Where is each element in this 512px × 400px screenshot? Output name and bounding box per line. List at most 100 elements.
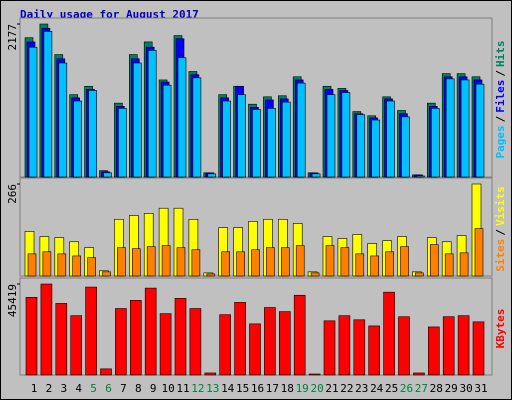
bar <box>413 372 425 376</box>
x-tick-label: 4 <box>75 382 82 395</box>
bar <box>308 373 321 376</box>
legend: Pages / Files / Hits <box>494 41 507 159</box>
bar <box>236 251 245 277</box>
bar <box>415 272 424 277</box>
bar <box>102 271 111 277</box>
bar <box>189 308 202 376</box>
x-tick-label: 31 <box>474 382 487 395</box>
bar <box>43 31 53 178</box>
bar <box>340 247 350 277</box>
bar <box>144 287 157 376</box>
bar <box>353 319 366 376</box>
bar <box>147 50 157 178</box>
bar <box>133 62 142 178</box>
x-tick-label: 3 <box>60 382 67 395</box>
bar <box>103 172 112 178</box>
bar <box>429 244 439 277</box>
bar <box>87 257 96 277</box>
bar <box>472 321 485 376</box>
legend-entry: Pages <box>494 125 507 158</box>
x-tick-label: 10 <box>161 382 174 395</box>
bar <box>146 246 156 277</box>
bar <box>72 255 81 277</box>
x-tick-label: 9 <box>150 382 157 395</box>
x-tick-label: 2 <box>46 382 53 395</box>
x-tick-label: 16 <box>251 382 264 395</box>
bar <box>115 308 127 376</box>
bar <box>25 296 38 376</box>
bar <box>457 315 470 376</box>
bar <box>174 298 187 376</box>
x-tick-label: 21 <box>325 382 338 395</box>
x-tick-label: 24 <box>370 382 384 395</box>
bar <box>40 283 53 376</box>
bar <box>341 92 351 178</box>
x-tick-label: 28 <box>430 382 443 395</box>
bar <box>278 311 291 376</box>
bar <box>55 303 68 376</box>
x-tick-label: 13 <box>206 382 219 395</box>
bar <box>368 325 381 376</box>
bar <box>73 100 82 178</box>
bar <box>474 228 484 277</box>
legend-separator: / <box>494 70 507 77</box>
bar <box>416 175 425 178</box>
bar <box>58 62 68 178</box>
legend-entry: Hits <box>494 41 507 68</box>
legend-separator: / <box>494 229 507 236</box>
x-tick-label: 5 <box>90 382 97 395</box>
bar <box>219 314 231 376</box>
bar <box>264 307 276 376</box>
x-tick-label: 8 <box>135 382 142 395</box>
bar <box>325 245 335 277</box>
bar <box>266 247 275 277</box>
bar <box>27 253 37 277</box>
bar <box>323 320 336 376</box>
bar <box>460 79 470 178</box>
bar <box>130 300 142 376</box>
bar <box>326 94 336 178</box>
bar <box>398 316 410 376</box>
bar <box>191 249 201 277</box>
bar <box>427 326 440 376</box>
bar <box>310 272 320 277</box>
x-tick-label: 19 <box>296 382 309 395</box>
bar <box>100 368 112 376</box>
bar <box>118 108 127 178</box>
bar <box>430 108 440 178</box>
bar <box>221 251 230 277</box>
bar <box>206 273 216 277</box>
bar <box>252 109 261 178</box>
x-tick-label: 20 <box>310 382 323 395</box>
bar <box>70 315 82 376</box>
bar <box>459 252 469 277</box>
bar <box>383 291 395 376</box>
y-tick-label: 2177 <box>6 24 19 51</box>
bar <box>400 246 409 277</box>
bar <box>42 251 52 277</box>
bar <box>222 100 231 178</box>
x-tick-label: 23 <box>355 382 368 395</box>
bar <box>355 253 365 277</box>
bar <box>28 46 38 178</box>
x-tick-label: 17 <box>266 382 279 395</box>
y-tick-label: 45419 <box>6 284 19 317</box>
x-tick-label: 7 <box>120 382 127 395</box>
bar <box>177 57 187 178</box>
x-tick-label: 27 <box>415 382 428 395</box>
bar <box>356 114 366 178</box>
bar <box>132 248 141 277</box>
legend-separator: / <box>494 115 507 122</box>
bar <box>159 313 172 376</box>
bar <box>267 108 276 178</box>
x-tick-label: 18 <box>281 382 294 395</box>
bar <box>371 119 381 178</box>
legend-entry: Visits <box>494 186 507 226</box>
bar <box>161 245 171 277</box>
bar <box>444 253 454 277</box>
bar <box>234 302 246 376</box>
bar <box>293 294 306 376</box>
bar <box>207 173 217 178</box>
x-tick-label: 11 <box>176 382 189 395</box>
